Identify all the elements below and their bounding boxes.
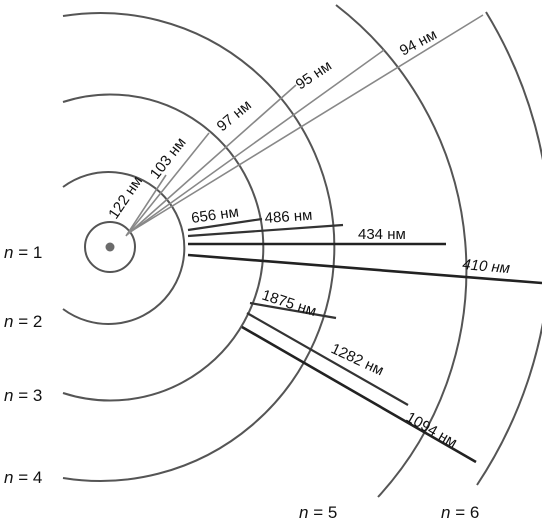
lyman-label-95: 95 нм xyxy=(293,57,335,93)
level-label-n3: n = 3 xyxy=(4,386,42,405)
level-label-n5: n = 5 xyxy=(299,503,337,522)
lyman-line-5 xyxy=(129,14,484,233)
balmer-line-4 xyxy=(187,253,542,285)
level-label-n4: n = 4 xyxy=(4,468,42,487)
paschen-line-1 xyxy=(249,301,337,320)
lyman-line-1 xyxy=(125,174,167,237)
paschen-lines xyxy=(241,301,477,464)
nucleus xyxy=(105,242,115,252)
paschen-label-1094: 1094 нм xyxy=(403,409,460,452)
balmer-line-1 xyxy=(187,217,263,232)
lyman-line-2 xyxy=(126,132,210,236)
balmer-lines xyxy=(187,217,542,285)
balmer-label-410: 410 нм xyxy=(462,256,511,277)
balmer-line-2 xyxy=(187,223,344,238)
paschen-label-1875: 1875 нм xyxy=(260,287,319,321)
paschen-line-3 xyxy=(241,325,477,464)
orbit-n5 xyxy=(335,4,468,498)
orbit-n1 xyxy=(84,221,136,273)
lyman-label-97: 97 нм xyxy=(214,97,255,135)
lyman-label-103: 103 нм xyxy=(147,134,190,182)
balmer-label-486: 486 нм xyxy=(264,207,313,227)
orbits xyxy=(62,4,542,498)
level-label-n1: n = 1 xyxy=(4,243,42,262)
orbit-n2 xyxy=(62,171,186,325)
balmer-label-656: 656 нм xyxy=(190,203,240,226)
lyman-line-4 xyxy=(128,49,385,234)
orbit-n6 xyxy=(476,11,542,486)
orbit-n3 xyxy=(62,93,265,402)
balmer-label-434: 434 нм xyxy=(358,226,406,243)
orbit-n4 xyxy=(62,12,336,482)
paschen-label-1282: 1282 нм xyxy=(328,340,386,379)
level-label-n2: n = 2 xyxy=(4,312,42,331)
lyman-line-3 xyxy=(127,84,297,235)
level-label-n6: n = 6 xyxy=(441,503,479,522)
paschen-line-2 xyxy=(246,312,409,406)
lyman-lines xyxy=(125,14,484,237)
